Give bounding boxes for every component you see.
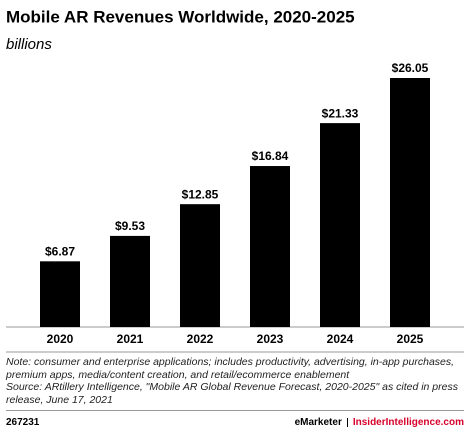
chart-id: 267231 [6,417,40,428]
chart-title: Mobile AR Revenues Worldwide, 2020-2025 [6,7,355,26]
bar [110,235,150,327]
note: Note: consumer and enterprise applicatio… [6,356,455,381]
bar [40,261,80,327]
bar [320,123,360,327]
x-tick-label: 2023 [257,332,284,346]
bar [390,78,430,327]
footer: 267231 eMarketer InsiderIntelligence.com [6,410,464,428]
site: InsiderIntelligence.com [352,417,464,428]
separator [346,418,348,427]
x-tick-label: 2024 [327,332,354,346]
chart: Mobile AR Revenues Worldwide, 2020-2025 … [6,7,464,353]
notes: Note: consumer and enterprise applicatio… [6,356,464,406]
value-label: $16.84 [252,149,289,163]
source: Source: ARtillery Intelligence, "Mobile … [6,381,458,406]
x-tick-label: 2022 [187,332,214,346]
value-label: $26.05 [392,61,429,75]
bar [250,166,290,327]
x-tick-label: 2021 [117,332,144,346]
chart-subtitle: billions [6,36,52,53]
brand: eMarketer [294,417,342,428]
value-label: $12.85 [182,187,219,201]
value-label: $9.53 [115,219,145,233]
value-label: $6.87 [45,245,75,259]
bar [180,204,220,327]
x-tick-label: 2025 [397,332,424,346]
value-label: $21.33 [322,106,359,120]
x-tick-label: 2020 [47,332,74,346]
